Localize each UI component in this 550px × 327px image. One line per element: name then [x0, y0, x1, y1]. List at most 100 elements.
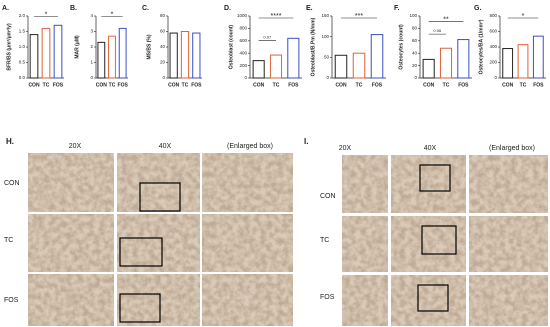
y-tick-label: 0	[244, 75, 247, 80]
y-tick-label: 0	[414, 75, 417, 80]
column-heading: (Enlarged box)	[489, 145, 535, 152]
panel-label: E.	[306, 5, 313, 12]
y-tick-label: 150	[321, 13, 329, 18]
bar	[108, 35, 116, 79]
x-tick-label: CON	[168, 82, 180, 88]
significance-label: *	[45, 12, 48, 19]
bar	[532, 35, 544, 79]
y-tick-label: 1000	[237, 13, 248, 18]
bar	[502, 48, 514, 79]
x-tick-label: FOS	[191, 82, 202, 88]
row-label: FOS	[4, 297, 19, 304]
tissue-texture	[117, 214, 200, 272]
x-tick-label: FOS	[372, 82, 383, 88]
zoom-box	[119, 237, 163, 267]
bar	[517, 44, 529, 79]
y-axis-label: MAR (μM)	[74, 35, 80, 59]
tissue-texture	[391, 216, 466, 272]
panel-label: C.	[142, 5, 149, 12]
y-tick-label: 1.5	[19, 29, 26, 34]
y-axis-label: Osteocytes/BA (1/mm²)	[478, 19, 484, 74]
x-tick-label: FOS	[533, 82, 544, 88]
x-tick-label: CON	[423, 82, 435, 88]
significance-label: ****	[271, 13, 282, 20]
tissue-texture	[342, 275, 388, 326]
x-tick-label: CON	[96, 82, 108, 88]
bar	[457, 39, 470, 79]
bar	[370, 34, 384, 79]
bar	[180, 31, 190, 79]
y-tick-label: 200	[239, 63, 247, 68]
bar	[192, 32, 201, 79]
x-tick-label: TC	[182, 82, 189, 88]
x-tick-label: TC	[273, 82, 280, 88]
tissue-texture	[469, 155, 548, 213]
panel-label: I.	[304, 137, 308, 146]
y-axis-label: MS/BS (%)	[146, 34, 152, 59]
tissue-texture	[469, 216, 548, 272]
bar	[269, 54, 283, 79]
tissue-texture	[202, 274, 293, 326]
tissue-texture	[202, 214, 293, 272]
y-tick-label: 40	[412, 50, 418, 55]
y-axis-label: Osteocytes (count)	[398, 24, 404, 70]
column-heading: 20X	[69, 143, 82, 150]
x-tick-label: TC	[443, 82, 450, 88]
y-tick-label: 1	[90, 60, 93, 65]
y-tick-label: 3	[90, 29, 93, 34]
y-tick-label: 20	[412, 63, 418, 68]
row-label: CON	[320, 193, 336, 200]
y-tick-label: 2	[90, 44, 93, 49]
tissue-texture	[28, 214, 114, 272]
x-tick-label: CON	[502, 82, 514, 88]
tissue-texture	[342, 155, 388, 213]
x-tick-label: TC	[520, 82, 527, 88]
tissue-texture	[117, 274, 200, 326]
y-tick-label: 0.5	[19, 60, 26, 65]
y-tick-label: 80	[160, 13, 166, 18]
zoom-box	[417, 284, 449, 312]
y-tick-label: 600	[489, 29, 497, 34]
y-tick-label: 400	[239, 50, 247, 55]
x-tick-label: CON	[253, 82, 265, 88]
y-tick-label: 400	[489, 44, 497, 49]
x-tick-label: FOS	[288, 82, 299, 88]
significance-label: *	[522, 13, 525, 20]
x-tick-label: FOS	[458, 82, 469, 88]
column-heading: 40X	[159, 143, 172, 150]
significance-label: **	[443, 17, 449, 24]
zoom-box	[419, 164, 451, 192]
y-tick-label: 50	[324, 55, 330, 60]
tissue-texture	[391, 275, 466, 326]
y-axis-label: Osteoblast (count)	[228, 25, 234, 70]
y-tick-label: 0	[162, 75, 165, 80]
significance-label: *	[111, 12, 114, 19]
panel-label: D.	[224, 5, 231, 12]
bar	[169, 32, 178, 79]
tissue-texture	[202, 153, 293, 212]
bar	[97, 41, 106, 79]
y-tick-label: 0	[90, 75, 93, 80]
tissue-texture	[469, 275, 548, 326]
y-tick-label: 600	[239, 38, 247, 43]
zoom-box	[421, 225, 457, 255]
tissue-texture	[342, 216, 388, 272]
significance-label: 0.06	[433, 28, 442, 33]
x-tick-label: FOS	[53, 82, 64, 88]
significance-label: 0.07	[263, 34, 272, 39]
x-tick-label: TC	[109, 82, 116, 88]
x-tick-label: CON	[28, 82, 40, 88]
row-label: CON	[4, 180, 20, 187]
bar	[334, 54, 348, 79]
bar	[352, 52, 366, 79]
bar	[118, 27, 127, 79]
bar	[53, 24, 63, 79]
y-tick-label: 1.0	[19, 44, 26, 49]
panel-label: G.	[474, 5, 481, 12]
row-label: FOS	[320, 294, 335, 301]
y-tick-label: 40	[160, 44, 166, 49]
bar	[41, 27, 51, 79]
y-tick-label: 800	[239, 26, 247, 31]
x-tick-label: CON	[335, 82, 347, 88]
column-heading: (Enlarged box)	[227, 143, 273, 150]
